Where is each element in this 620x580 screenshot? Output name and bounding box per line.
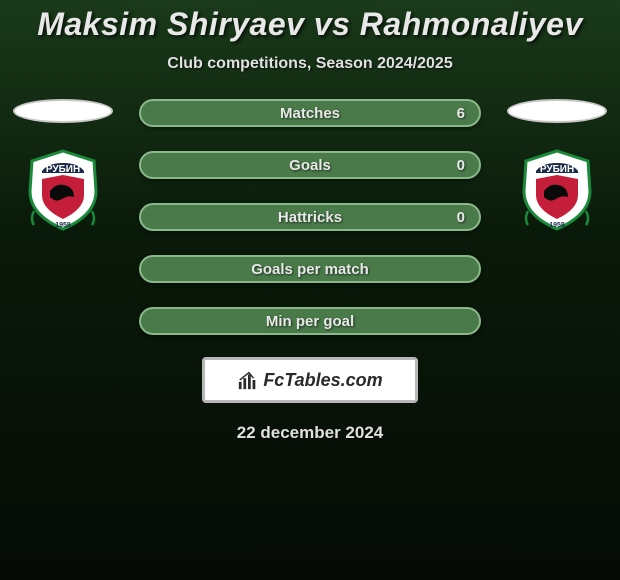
svg-text:РУБИН: РУБИН [540, 164, 574, 175]
stat-right-value: 0 [457, 209, 465, 226]
stat-label: Min per goal [266, 313, 354, 330]
branding-box: FcTables.com [202, 357, 418, 403]
stats-column: Matches 6 Goals 0 Hattricks 0 Goals per … [135, 99, 485, 335]
svg-text:1958: 1958 [549, 222, 565, 229]
stat-label: Matches [280, 105, 340, 122]
stat-row-goals: Goals 0 [139, 151, 481, 179]
stat-row-matches: Matches 6 [139, 99, 481, 127]
stat-row-hattricks: Hattricks 0 [139, 203, 481, 231]
stat-row-goals-per-match: Goals per match [139, 255, 481, 283]
page-title: Maksim Shiryaev vs Rahmonaliyev [0, 6, 620, 43]
club-logo-left: РУБИН 1958 [20, 147, 106, 233]
svg-text:1958: 1958 [55, 222, 71, 229]
stat-right-value: 0 [457, 157, 465, 174]
stat-label: Hattricks [278, 209, 342, 226]
player-oval-right [507, 99, 607, 123]
stat-label: Goals [289, 157, 331, 174]
svg-text:РУБИН: РУБИН [46, 164, 80, 175]
branding-text: FcTables.com [263, 370, 382, 391]
stat-row-min-per-goal: Min per goal [139, 307, 481, 335]
player-oval-left [13, 99, 113, 123]
club-logo-right: РУБИН 1958 [514, 147, 600, 233]
right-column: РУБИН 1958 [502, 99, 612, 233]
comparison-infographic: Maksim Shiryaev vs Rahmonaliyev Club com… [0, 0, 620, 443]
stat-right-value: 6 [457, 105, 465, 122]
left-column: РУБИН 1958 [8, 99, 118, 233]
main-row: РУБИН 1958 Matches 6 Goals 0 [0, 99, 620, 335]
chart-icon [237, 369, 259, 391]
stat-label: Goals per match [251, 261, 369, 278]
page-subtitle: Club competitions, Season 2024/2025 [0, 55, 620, 73]
date-text: 22 december 2024 [0, 423, 620, 443]
